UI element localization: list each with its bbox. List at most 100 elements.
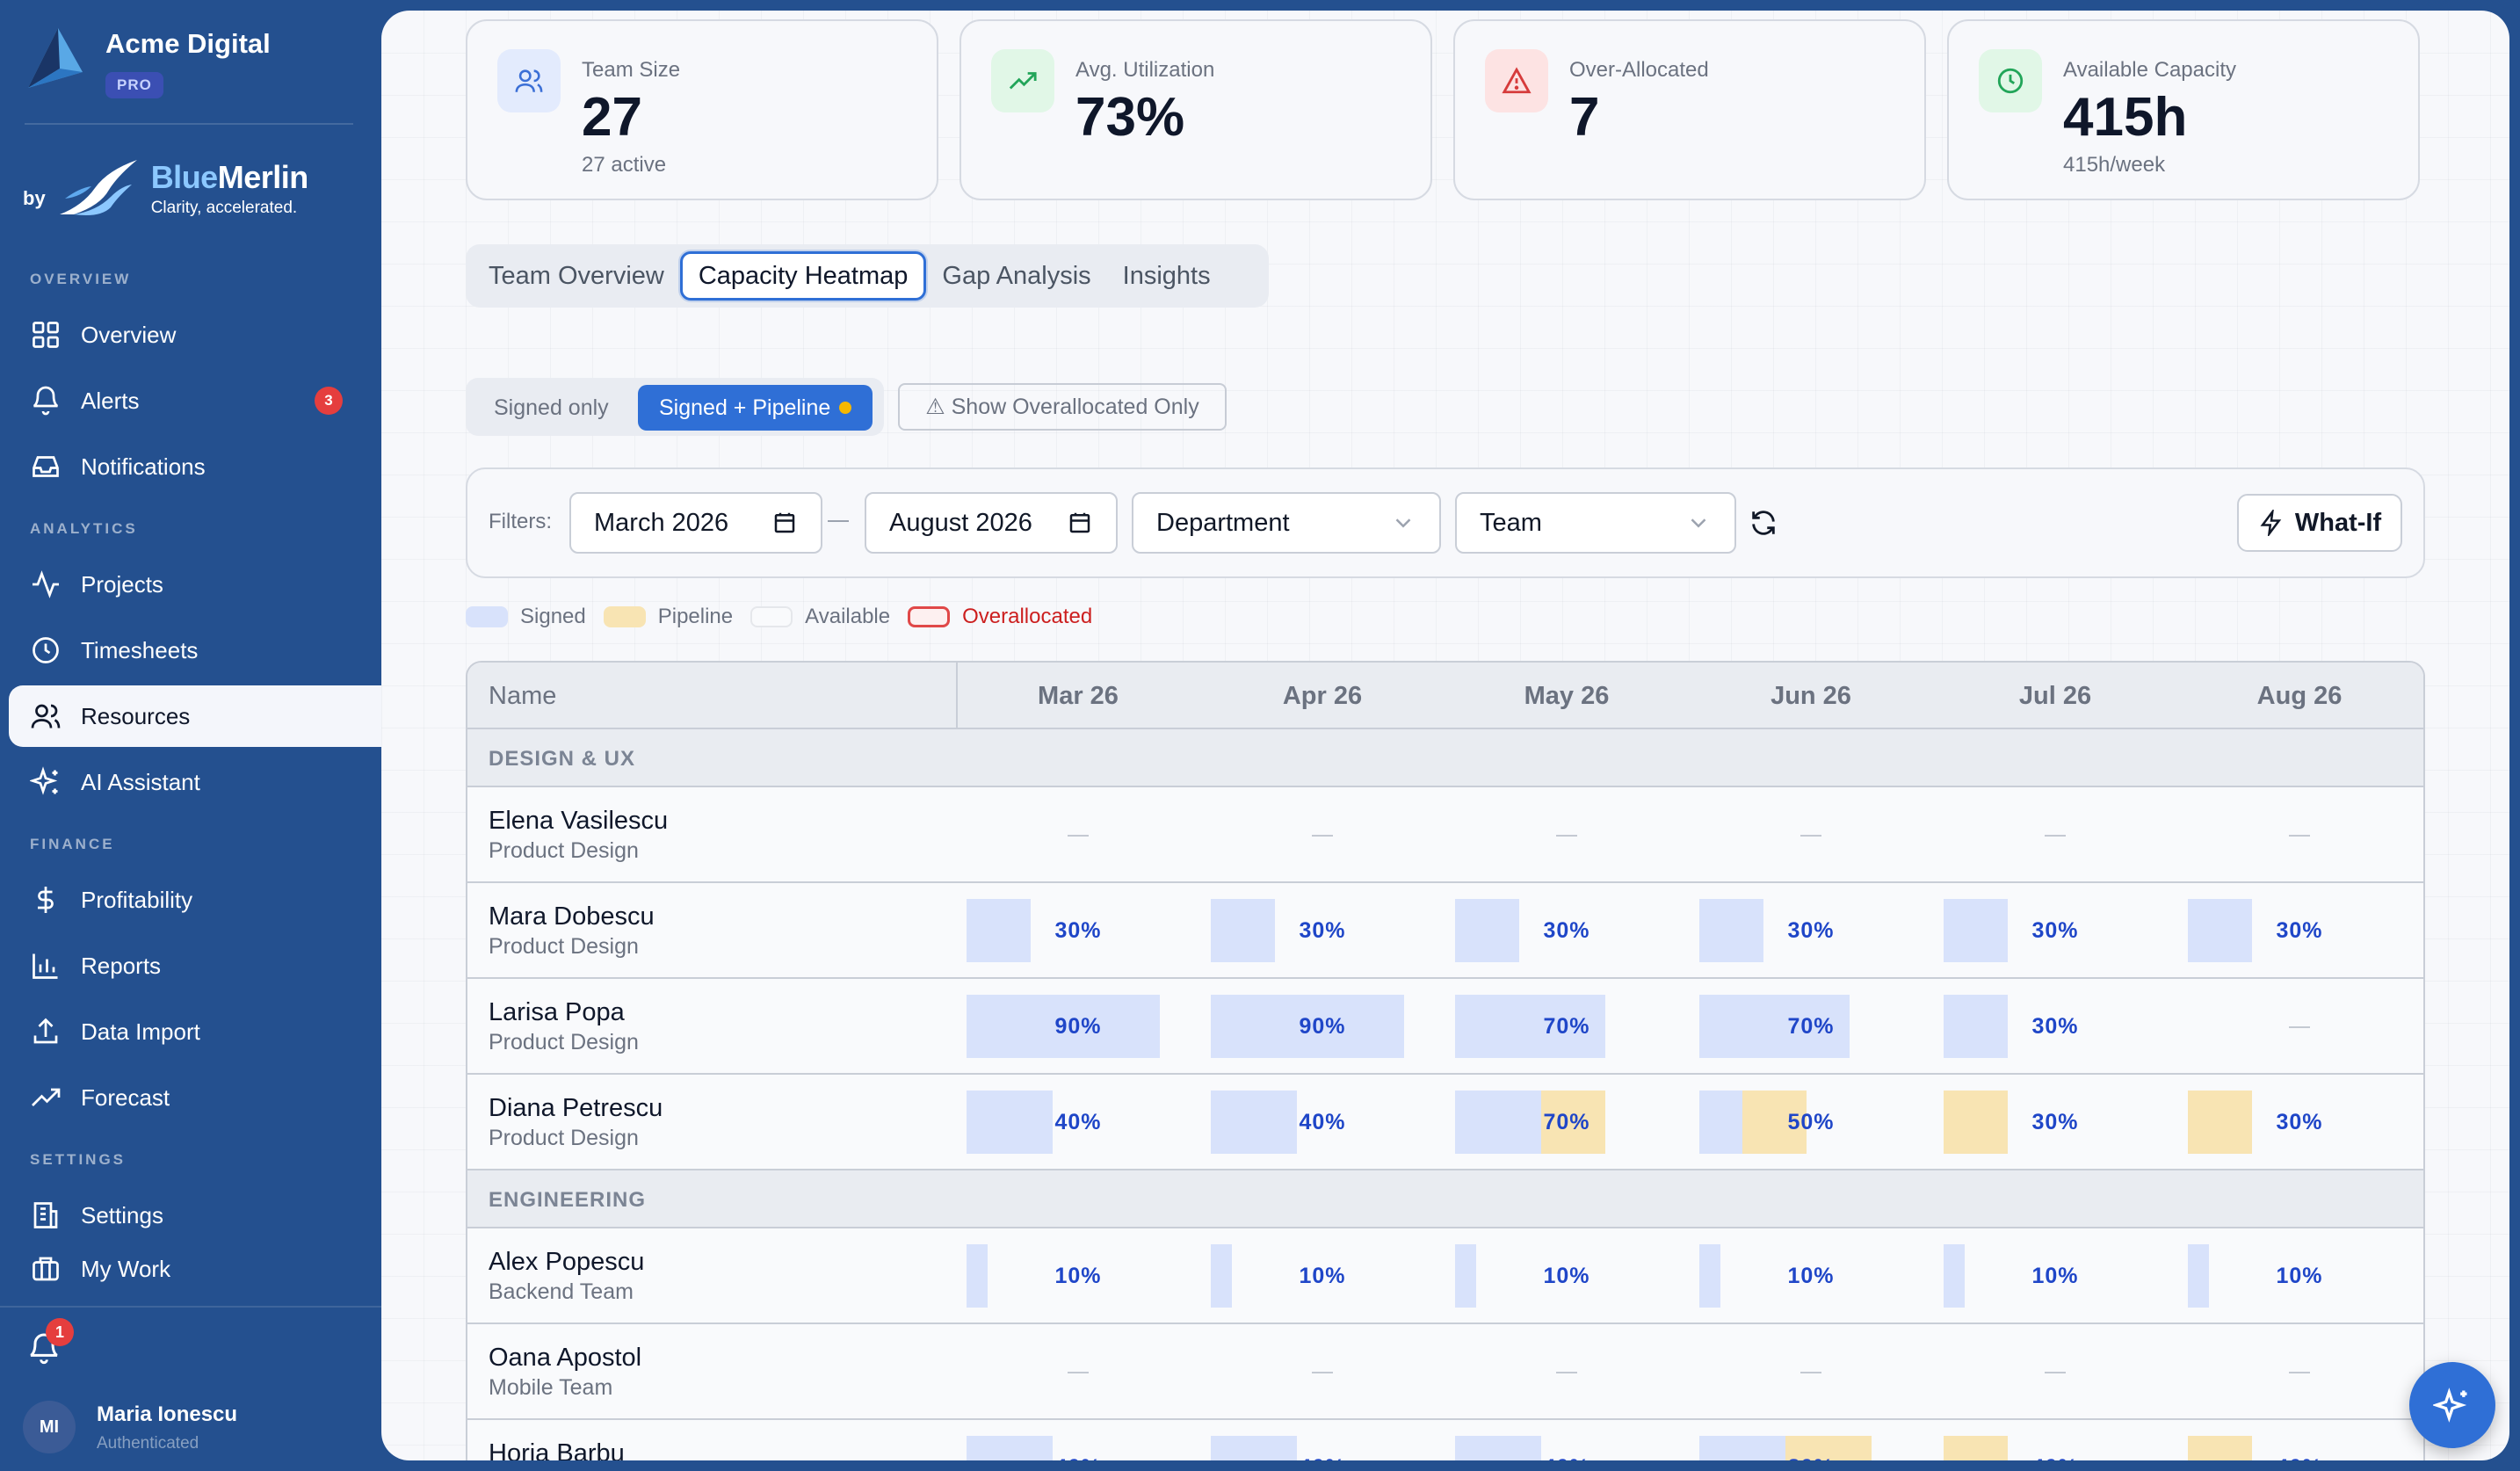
what-if-button[interactable]: What-If	[2237, 494, 2402, 552]
heatmap-cell[interactable]: 40%	[1200, 1091, 1445, 1154]
table-row[interactable]: Alex Popescu Backend Team 10% 10% 10% 10% 10% 1…	[467, 1228, 2423, 1324]
nav-my-work[interactable]: My Work	[9, 1238, 381, 1300]
show-overallocated-button[interactable]: ⚠ Show Overallocated Only	[898, 383, 1227, 431]
heatmap-cell[interactable]: 70%	[1445, 995, 1689, 1058]
capacity-heatmap-table: Name Mar 26 Apr 26 May 26 Jun 26 Jul 26 Aug 2…	[466, 661, 2425, 1460]
heatmap-cell[interactable]	[1933, 803, 2177, 866]
allocation-percent: 40%	[1200, 1455, 1445, 1460]
allocation-percent: 30%	[1054, 918, 1102, 943]
heatmap-cell[interactable]: 70%	[1445, 1091, 1689, 1154]
heatmap-cell[interactable]: 10%	[2177, 1244, 2422, 1308]
nav-timesheets[interactable]: Timesheets	[9, 620, 381, 681]
person-team: Mobile Team	[489, 1375, 613, 1400]
heatmap-cell[interactable]: 30%	[1933, 899, 2177, 962]
team-select[interactable]: Team	[1455, 492, 1736, 554]
to-month-input[interactable]: August 2026	[865, 492, 1118, 554]
stat-card-over-allocated: Over-Allocated 7	[1453, 19, 1926, 200]
heatmap-cell[interactable]: 10%	[1200, 1244, 1445, 1308]
heatmap-cell[interactable]: 40%	[956, 1436, 1200, 1460]
signed-bar	[967, 1436, 1053, 1460]
heatmap-cell[interactable]: 10%	[1445, 1244, 1689, 1308]
heatmap-cell[interactable]: 30%	[1933, 1091, 2177, 1154]
heatmap-cell[interactable]: 30%	[1689, 899, 1933, 962]
person-name: Oana Apostol	[489, 1344, 642, 1372]
heatmap-cell[interactable]	[1933, 1340, 2177, 1403]
nav-settings[interactable]: Settings	[9, 1185, 381, 1246]
nav-alerts[interactable]: Alerts 3	[9, 370, 381, 431]
heatmap-cell[interactable]	[1689, 803, 1933, 866]
heatmap-cell[interactable]: 70%	[1689, 995, 1933, 1058]
ai-assistant-fab[interactable]	[2409, 1362, 2495, 1448]
heatmap-cell[interactable]: 40%	[956, 1091, 1200, 1154]
table-row[interactable]: Larisa Popa Product Design 90% 90% 70% 70% 30%	[467, 979, 2423, 1075]
nav-ai-assistant[interactable]: AI Assistant	[9, 751, 381, 813]
user-name: Maria Ionescu	[97, 1402, 238, 1426]
table-row[interactable]: Horia Barbu40%40%40%80%40%40%	[467, 1420, 2423, 1460]
tab-capacity-heatmap[interactable]: Capacity Heatmap	[679, 251, 927, 301]
notifications-bell-icon[interactable]	[26, 1330, 62, 1366]
nav-reports[interactable]: Reports	[9, 935, 381, 996]
heatmap-cell[interactable]	[1200, 1340, 1445, 1403]
stat-value: 73%	[1075, 87, 1185, 148]
heatmap-cell[interactable]: 80%	[1689, 1436, 1933, 1460]
toggle-signed-pipeline[interactable]: Signed + Pipeline	[638, 385, 873, 431]
heatmap-cell[interactable]: 10%	[1933, 1244, 2177, 1308]
nav-notifications[interactable]: Notifications	[9, 436, 381, 497]
heatmap-cell[interactable]	[956, 1340, 1200, 1403]
nav-projects[interactable]: Projects	[9, 554, 381, 615]
heatmap-cell[interactable]	[2177, 1340, 2422, 1403]
heatmap-cell[interactable]	[2177, 803, 2422, 866]
heatmap-cell[interactable]: 30%	[2177, 1091, 2422, 1154]
heatmap-cell[interactable]: 40%	[1200, 1436, 1445, 1460]
heatmap-cell[interactable]: 40%	[2177, 1436, 2422, 1460]
nav-forecast[interactable]: Forecast	[9, 1067, 381, 1128]
table-row[interactable]: Mara Dobescu Product Design 30% 30% 30% 30% 30…	[467, 883, 2423, 979]
heatmap-cell[interactable]: 30%	[956, 899, 1200, 962]
main-content: Team Size 27 27 active Avg. Utilization …	[381, 11, 2509, 1460]
nav-overview[interactable]: Overview	[9, 304, 381, 366]
heatmap-cell[interactable]: 90%	[1200, 995, 1445, 1058]
tab-insights[interactable]: Insights	[1122, 261, 1211, 290]
heatmap-cell[interactable]	[1689, 1340, 1933, 1403]
nav-profitability[interactable]: Profitability	[9, 869, 381, 931]
refresh-icon[interactable]	[1749, 508, 1778, 538]
stat-label: Over-Allocated	[1569, 58, 1709, 82]
department-select[interactable]: Department	[1132, 492, 1441, 554]
heatmap-cell[interactable]	[956, 803, 1200, 866]
bluemerlin-tagline: Clarity, accelerated.	[150, 198, 298, 217]
calendar-icon	[1069, 512, 1090, 533]
table-row[interactable]: Diana Petrescu Product Design 40% 40% 70% 50%…	[467, 1075, 2423, 1170]
person-team: Product Design	[489, 934, 639, 959]
heatmap-cell[interactable]: 90%	[956, 995, 1200, 1058]
trending-up-icon	[991, 49, 1054, 112]
table-row[interactable]: Oana Apostol Mobile Team	[467, 1324, 2423, 1420]
nav-data-import[interactable]: Data Import	[9, 1001, 381, 1062]
heatmap-cell[interactable]: 30%	[1445, 899, 1689, 962]
heatmap-cell[interactable]: 10%	[1689, 1244, 1933, 1308]
avatar[interactable]: MI	[23, 1401, 76, 1453]
alerts-count-badge: 3	[315, 387, 343, 415]
heatmap-cell[interactable]: 10%	[956, 1244, 1200, 1308]
heatmap-cell[interactable]: 30%	[1200, 899, 1445, 962]
legend-signed: Signed	[466, 605, 586, 629]
signed-bar	[1211, 1244, 1232, 1308]
toggle-signed-only[interactable]: Signed only	[494, 395, 609, 420]
heatmap-cell[interactable]: 30%	[2177, 899, 2422, 962]
nav-projects-label: Projects	[81, 570, 163, 598]
heatmap-cell[interactable]: 30%	[1933, 995, 2177, 1058]
heatmap-cell[interactable]	[1200, 803, 1445, 866]
heatmap-cell[interactable]: 40%	[1445, 1436, 1689, 1460]
bluemerlin-logo-icon	[59, 160, 137, 215]
heatmap-cell[interactable]: 40%	[1933, 1436, 2177, 1460]
tab-team-overview[interactable]: Team Overview	[489, 261, 664, 290]
heatmap-cell[interactable]	[1445, 1340, 1689, 1403]
tab-gap-analysis[interactable]: Gap Analysis	[942, 261, 1091, 290]
stat-label: Team Size	[582, 58, 681, 82]
from-month-input[interactable]: March 2026	[569, 492, 822, 554]
heatmap-cell[interactable]	[1445, 803, 1689, 866]
heatmap-cell[interactable]	[2177, 995, 2422, 1058]
heatmap-legend: Signed Pipeline Available Overallocated	[466, 605, 1097, 629]
table-row[interactable]: Elena Vasilescu Product Design	[467, 787, 2423, 883]
heatmap-cell[interactable]: 50%	[1689, 1091, 1933, 1154]
nav-resources[interactable]: Resources	[9, 685, 381, 747]
